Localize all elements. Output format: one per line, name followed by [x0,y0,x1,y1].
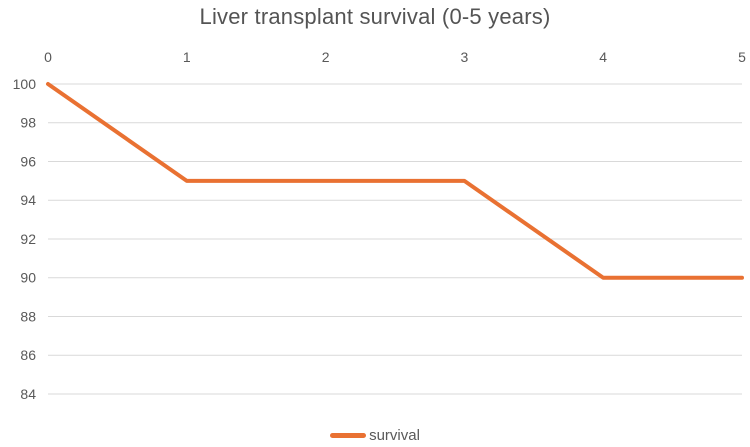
x-tick-label: 1 [183,49,191,65]
x-tick-label: 0 [44,49,52,65]
x-tick-label: 2 [322,49,330,65]
y-tick-label: 98 [20,115,36,131]
chart-title: Liver transplant survival (0-5 years) [199,4,551,29]
x-tick-label: 3 [461,49,469,65]
legend-label: survival [369,427,420,444]
legend-line-icon [330,433,367,438]
y-tick-label: 88 [20,308,36,324]
legend: survival [0,427,750,444]
y-tick-label: 84 [20,386,36,402]
y-tick-label: 94 [20,192,36,208]
x-tick-label: 5 [738,49,746,65]
y-tick-label: 100 [13,76,37,92]
y-tick-label: 90 [20,270,36,286]
y-tick-label: 86 [20,347,36,363]
x-tick-label: 4 [599,49,607,65]
series-line-survival [46,82,744,280]
y-tick-label: 96 [20,153,36,169]
y-tick-label: 92 [20,231,36,247]
